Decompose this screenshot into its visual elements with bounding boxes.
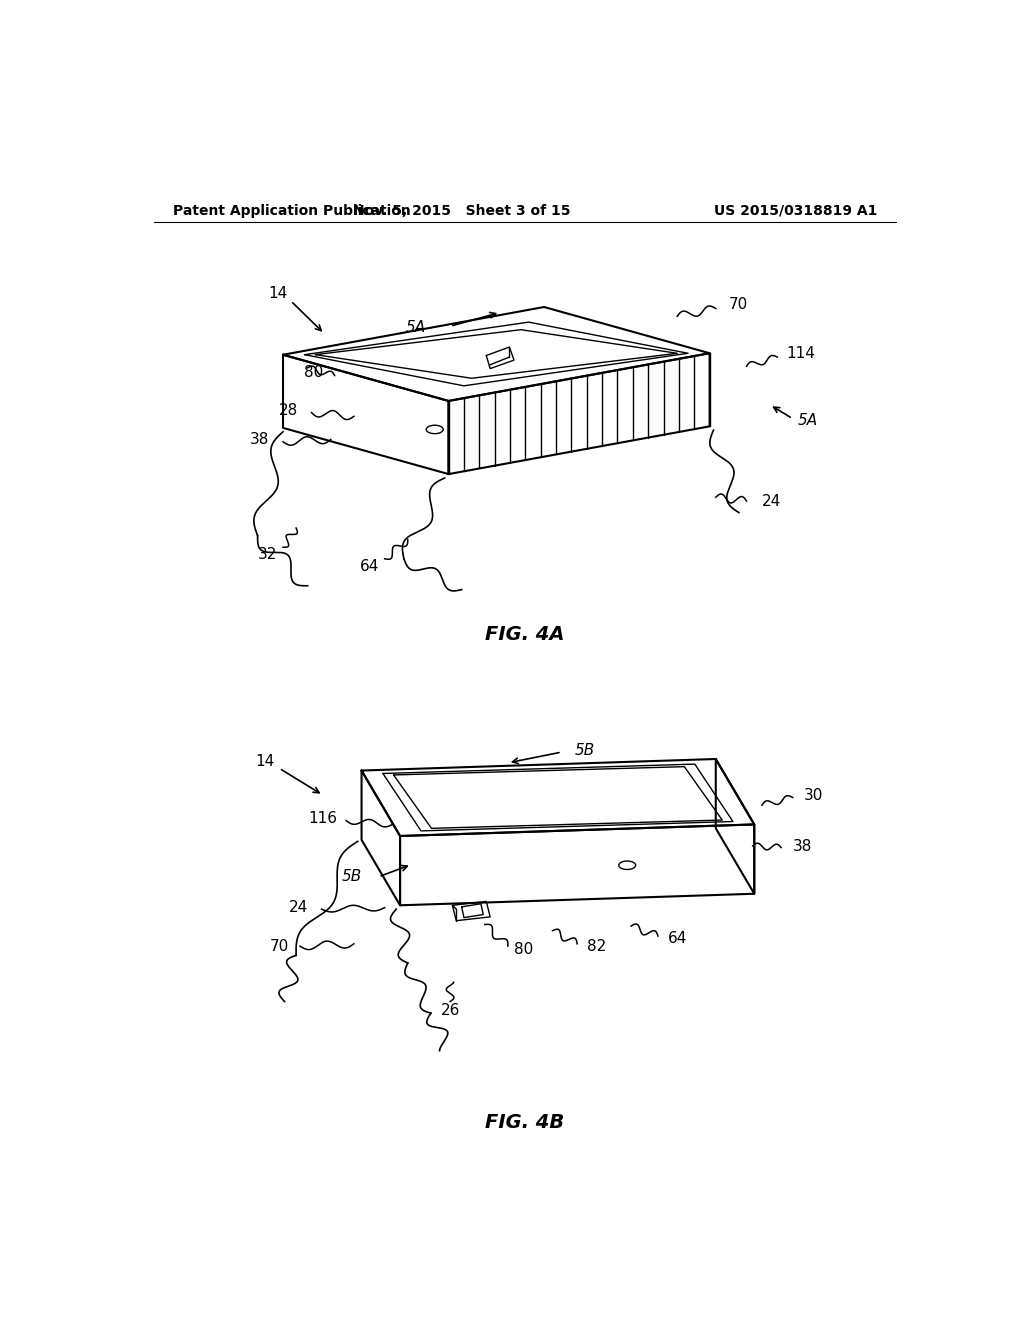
Text: Nov. 5, 2015   Sheet 3 of 15: Nov. 5, 2015 Sheet 3 of 15 [353, 203, 570, 218]
Text: 14: 14 [256, 754, 274, 768]
Text: 26: 26 [440, 1003, 460, 1018]
Text: 38: 38 [793, 838, 812, 854]
Text: 24: 24 [289, 900, 308, 915]
Text: US 2015/0318819 A1: US 2015/0318819 A1 [714, 203, 878, 218]
Text: 64: 64 [668, 931, 687, 946]
Text: FIG. 4A: FIG. 4A [485, 624, 564, 644]
Text: 30: 30 [804, 788, 823, 803]
Text: 38: 38 [250, 432, 269, 447]
Text: 116: 116 [308, 810, 338, 826]
Text: 70: 70 [729, 297, 749, 313]
Text: 5A: 5A [406, 321, 426, 335]
Text: 5B: 5B [574, 743, 595, 758]
Text: 114: 114 [786, 346, 815, 360]
Text: Patent Application Publication: Patent Application Publication [173, 203, 411, 218]
Text: 32: 32 [258, 548, 278, 562]
Text: 80: 80 [304, 364, 324, 380]
Text: 70: 70 [269, 939, 289, 953]
Text: 28: 28 [279, 404, 298, 418]
Text: 5B: 5B [341, 870, 361, 884]
Text: 5A: 5A [798, 413, 818, 428]
Text: 80: 80 [514, 941, 532, 957]
Text: 24: 24 [762, 494, 781, 508]
Text: FIG. 4B: FIG. 4B [485, 1113, 564, 1133]
Text: 64: 64 [359, 558, 379, 574]
Text: 82: 82 [587, 939, 606, 953]
Text: 14: 14 [268, 285, 288, 301]
